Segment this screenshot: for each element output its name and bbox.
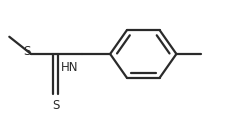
Text: HN: HN [61,60,78,73]
Text: S: S [52,98,60,111]
Text: S: S [23,44,31,57]
